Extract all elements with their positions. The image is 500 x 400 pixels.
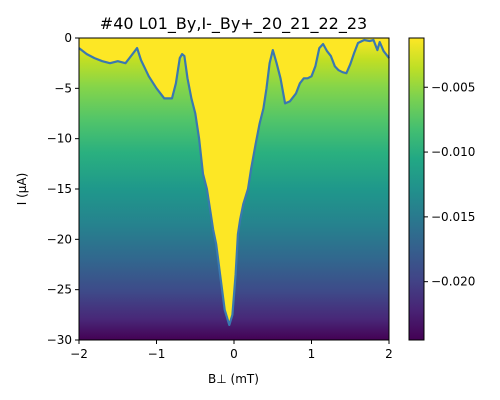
y-tick-label: −5 <box>54 81 72 95</box>
x-tick-label: 0 <box>230 347 238 361</box>
colorbar: −0.005 −0.010 −0.015 −0.020 <box>408 37 475 341</box>
saturated-region <box>79 38 389 325</box>
colorbar-tick-label: −0.005 <box>431 80 475 94</box>
y-tick-label: −10 <box>47 132 72 146</box>
colorbar-tick-label: −0.015 <box>431 210 475 224</box>
chart-title: #40 L01_By,I-_By+_20_21_22_23 <box>100 14 367 34</box>
x-tick-label: 1 <box>308 347 316 361</box>
x-tick-label: 2 <box>385 347 393 361</box>
colorbar-axis: −0.005 −0.010 −0.015 −0.020 <box>424 80 475 289</box>
colorbar-gradient <box>408 37 425 341</box>
y-tick-label: −20 <box>47 232 72 246</box>
x-axis-label: B⊥ (mT) <box>208 372 259 386</box>
x-tick-label: −2 <box>70 347 88 361</box>
y-axis: 0 −5 −10 −15 −20 −25 −30 <box>47 31 79 347</box>
y-tick-label: −30 <box>47 333 72 347</box>
y-tick-label: 0 <box>64 31 72 45</box>
x-axis: −2 −1 0 1 2 <box>70 340 393 361</box>
colorbar-tick-label: −0.020 <box>431 275 475 289</box>
x-tick-label: −1 <box>148 347 166 361</box>
y-tick-label: −15 <box>47 182 72 196</box>
y-tick-label: −25 <box>47 283 72 297</box>
colorbar-tick-label: −0.010 <box>431 145 475 159</box>
plot-area <box>78 37 390 341</box>
critical-current-contour <box>78 38 390 326</box>
y-axis-label: I (μA) <box>15 173 29 206</box>
